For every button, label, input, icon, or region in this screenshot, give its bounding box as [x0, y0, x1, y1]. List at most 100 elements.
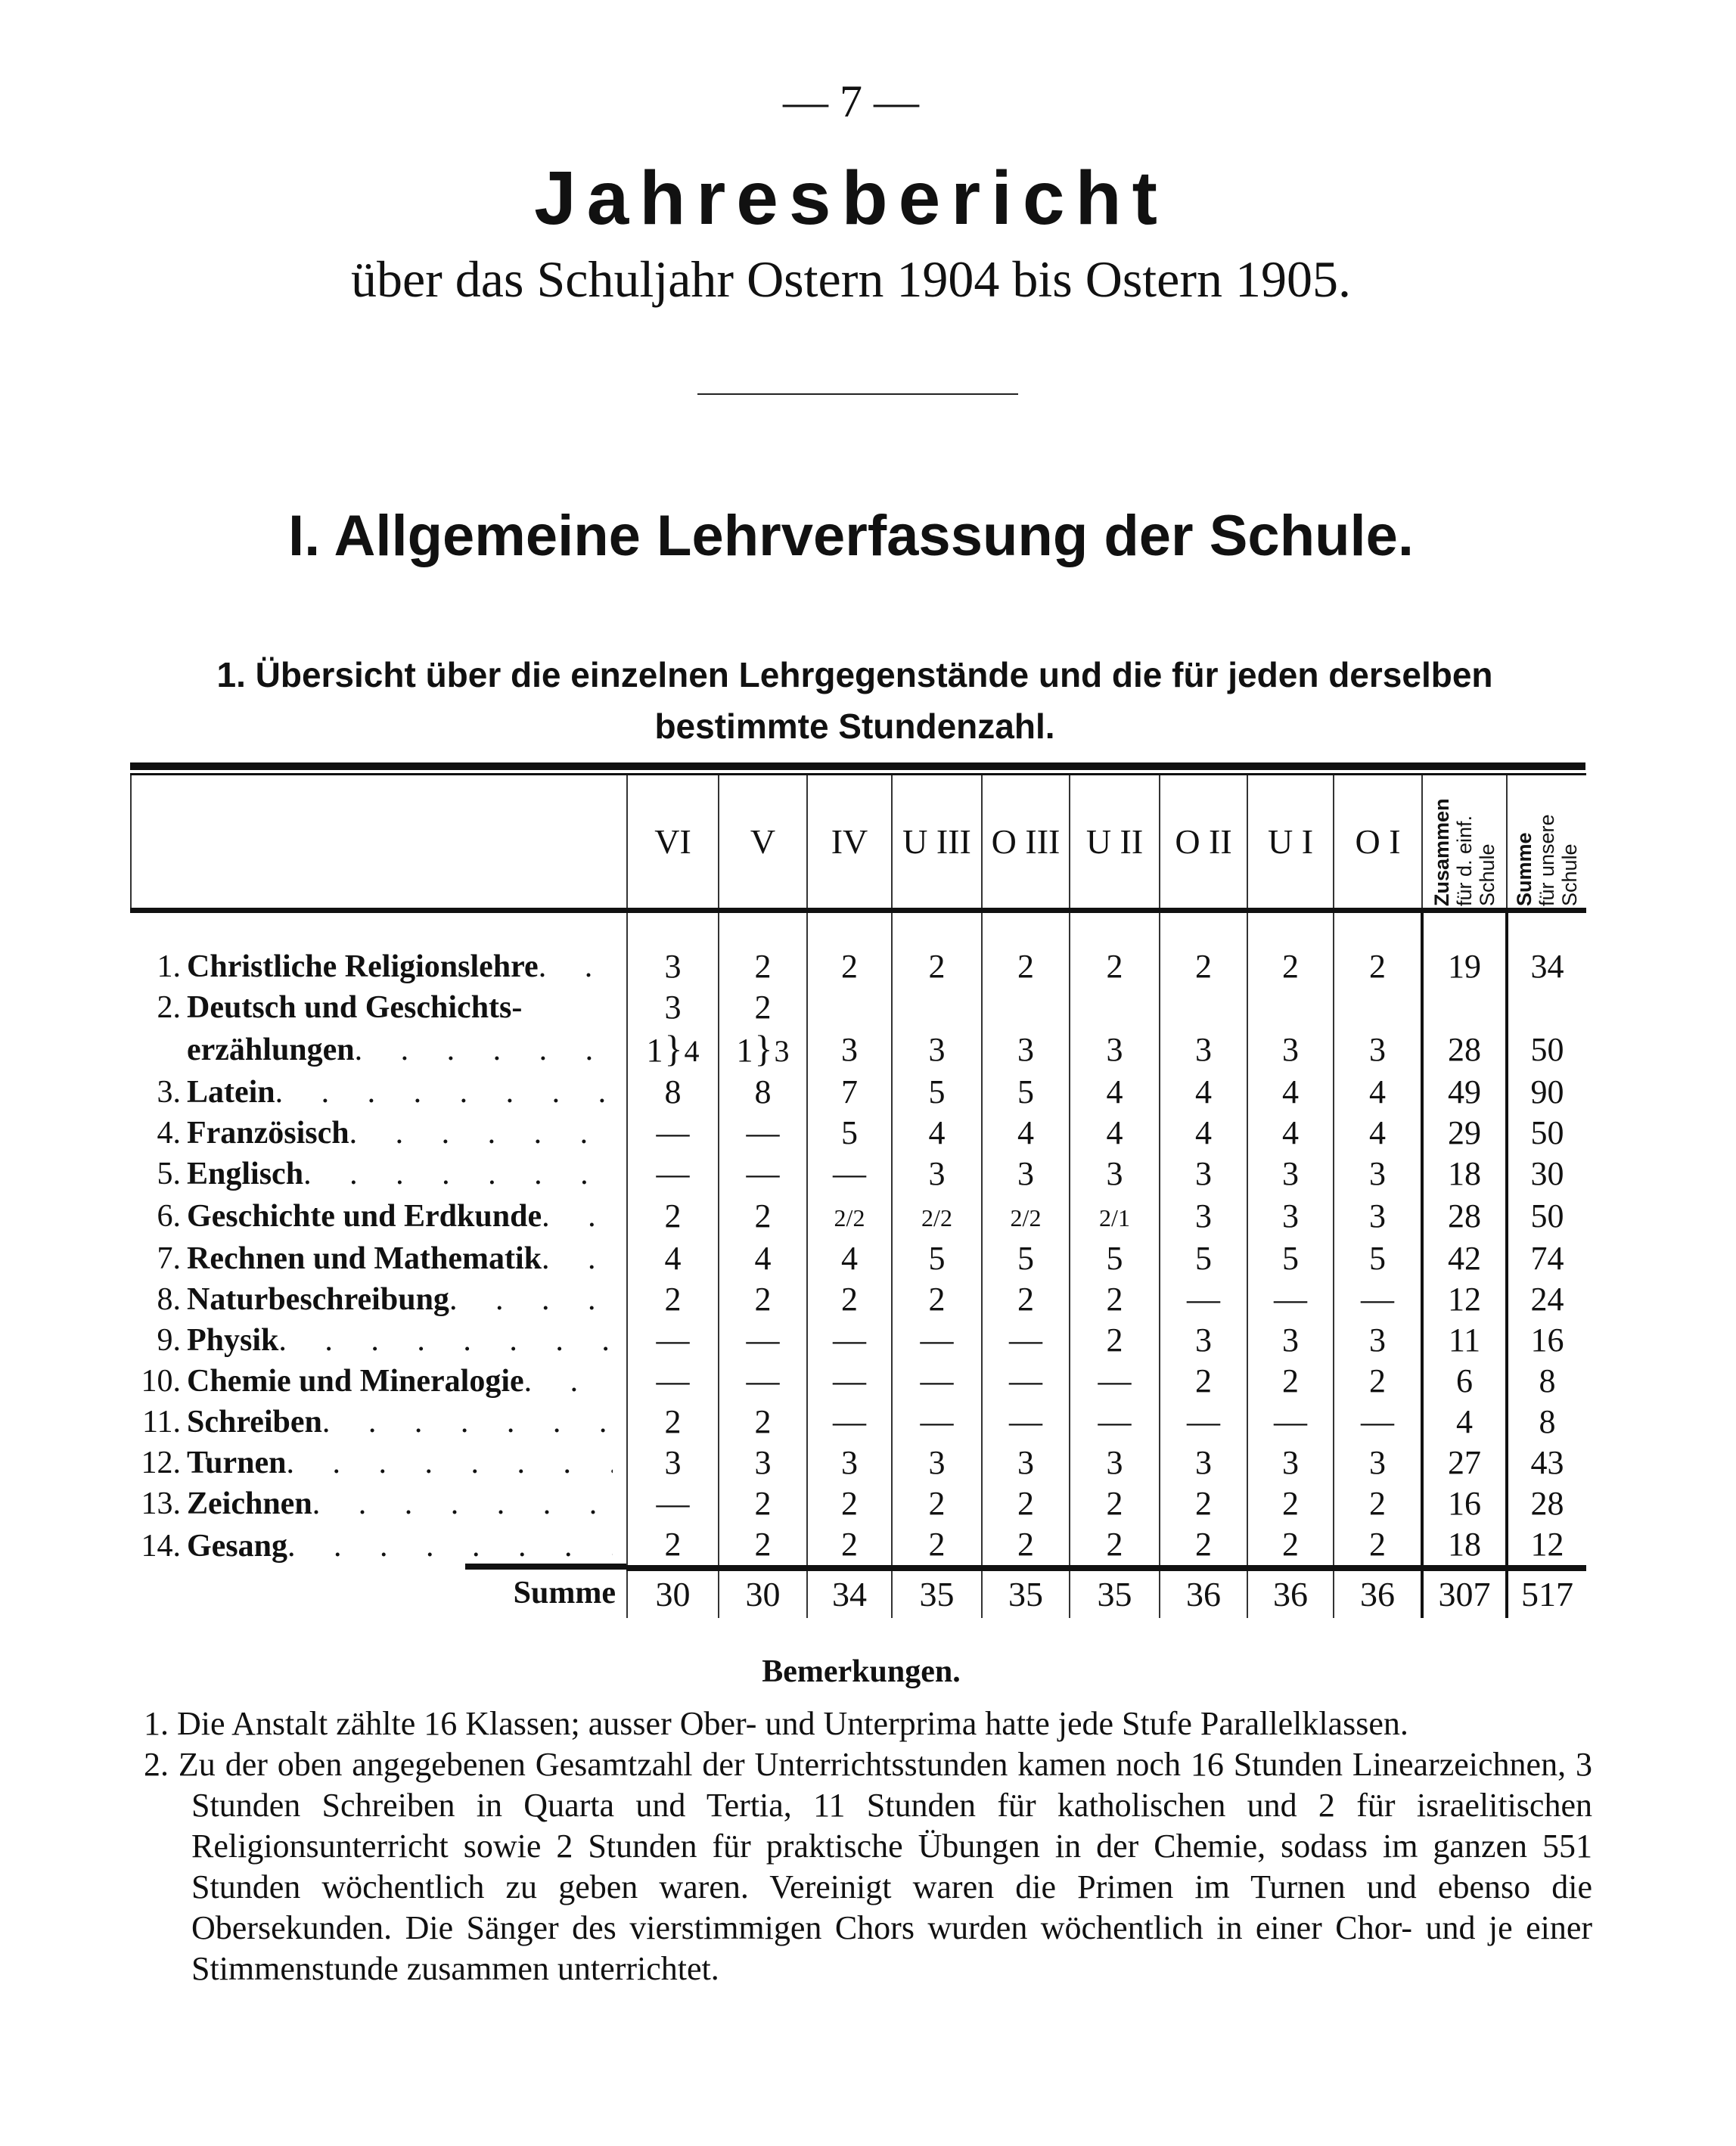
hours-cell: 2 [626, 1278, 719, 1320]
subject-name: Physik [187, 1322, 279, 1358]
column-header: U II [1069, 773, 1160, 913]
subject-label: 4.Französisch . . . . . . . . . . . . . … [131, 1113, 626, 1154]
document-subtitle: über das Schuljahr Ostern 1904 bis Oster… [350, 250, 1351, 308]
stacked-hours: 2/2 [1010, 1203, 1042, 1231]
subject-label: 6.Geschichte und Erdkunde . . . . . . . … [131, 1196, 626, 1237]
sum-cell: 16 [1505, 1319, 1586, 1361]
hours-cell: 3 [806, 1028, 892, 1072]
column-header: U I [1247, 773, 1334, 913]
summe-cell: 35 [981, 1564, 1070, 1618]
hours-cell: 5 [891, 1238, 982, 1279]
total-cell: 6 [1421, 1360, 1507, 1402]
total-column-header: Zusammen für d. einf. Schule [1421, 773, 1507, 913]
hours-cell: 2 [1069, 946, 1160, 987]
hours-cell: 2 [1333, 1360, 1422, 1402]
leader-dots: . . . . . . . . . . . . . . . . . . . . … [286, 1445, 613, 1480]
header-label-cell [130, 773, 627, 913]
hours-cell: 2 [891, 1483, 982, 1524]
hours-bottom: 1 [736, 1032, 753, 1069]
hours-cell: 2 [806, 1523, 892, 1568]
table-row: 13.Zeichnen . . . . . . . . . . . . . . … [131, 1483, 1586, 1524]
subject-number: 8. [157, 1281, 182, 1317]
hours-cell: 3 [626, 946, 719, 987]
subject-label-cell: 4.Französisch . . . . . . . . . . . . . … [131, 1113, 627, 1154]
leader-dots: . . . . . . . . . . . . . . . . . . . . … [538, 949, 613, 984]
hours-cell: 2 [626, 1523, 719, 1568]
remarks-section: Bemerkungen. 1. Die Anstalt zählte 16 Kl… [130, 1649, 1592, 1989]
hours-cell: — [981, 1360, 1070, 1402]
hours-cell: 3 [981, 1028, 1070, 1072]
hours-cell: 3 [981, 1154, 1070, 1194]
subject-label: 7.Rechnen und Mathematik . . . . . . . .… [131, 1238, 626, 1279]
hours-cell: 3 [1159, 1028, 1247, 1072]
total-cell: 19 [1421, 946, 1507, 987]
sum-cell: 50 [1505, 1113, 1586, 1154]
hours-cell: 2 [981, 946, 1070, 987]
hours-cell: 5 [1247, 1238, 1334, 1279]
subject-number: 4. [157, 1116, 182, 1151]
hours-cell: — [1069, 1401, 1160, 1443]
sum-cell: 74 [1505, 1238, 1586, 1279]
hours-cell: — [806, 1154, 892, 1194]
total-cell: 4 [1421, 1401, 1507, 1443]
total-cell: 28 [1421, 1194, 1507, 1238]
subject-number: 11. [142, 1404, 181, 1439]
sum-cell: 50 [1505, 1028, 1586, 1072]
hours-cell: 4 [1247, 1072, 1334, 1113]
hours-cell [891, 987, 982, 1028]
subject-label: 9.Physik . . . . . . . . . . . . . . . .… [131, 1320, 626, 1361]
subject-label-cell: 3.Latein . . . . . . . . . . . . . . . .… [131, 1072, 627, 1113]
hours-cell: 3 [1069, 1028, 1160, 1072]
table-row: 10.Chemie und Mineralogie . . . . . . . … [131, 1360, 1586, 1402]
hours-cell: — [626, 1113, 719, 1154]
sum-cell: 90 [1505, 1072, 1586, 1113]
hours-cell: — [891, 1360, 982, 1402]
sum-cell: 8 [1505, 1401, 1586, 1443]
hours-cell: — [718, 1113, 807, 1154]
hours-cell: 2 [891, 946, 982, 987]
hours-cell: 3 [1069, 1154, 1160, 1194]
leader-dots: . . . . . . . . . . . . . . . . . . . . … [349, 1116, 613, 1151]
table-row: 12.Turnen . . . . . . . . . . . . . . . … [131, 1442, 1586, 1483]
subject-number: 5. [157, 1157, 182, 1191]
total-cell: 18 [1421, 1154, 1507, 1194]
summe-cell: 36 [1333, 1564, 1422, 1618]
hours-cell: 5 [981, 1072, 1070, 1113]
spacer-cell [1247, 910, 1334, 946]
subject-number: 9. [157, 1322, 182, 1358]
hours-cell: 2 [981, 1483, 1070, 1524]
spacer-cell [1069, 910, 1160, 946]
hours-cell: 3 [1247, 1194, 1334, 1238]
hours-cell: 2 [891, 1523, 982, 1568]
column-header: O III [981, 773, 1070, 913]
summe-label: Summe [465, 1563, 626, 1616]
hours-cell: — [981, 1401, 1070, 1443]
remark-item: 1. Die Anstalt zählte 16 Klassen; ausser… [144, 1705, 1408, 1742]
bracket-icon: } [664, 1027, 683, 1070]
hours-cell: 1}3 [718, 1028, 807, 1072]
hours-cell: 2 [1247, 1523, 1334, 1568]
document-title: Jahresbericht [534, 156, 1168, 241]
sum-cell: 28 [1505, 1483, 1586, 1524]
subject-name: Geschichte und Erdkunde [187, 1198, 542, 1234]
hours-cell [981, 987, 1070, 1028]
hours-cell: 3 [1333, 1154, 1422, 1194]
summe-cell: 36 [1247, 1564, 1334, 1618]
leader-dots: . . . . . . . . . . . . . . . . . . . . … [278, 1322, 613, 1358]
leader-dots: . . . . . . . . . . . . . [354, 1033, 613, 1067]
hours-cell: 2 [1333, 946, 1422, 987]
hours-cell: — [981, 1319, 1070, 1361]
sum-cell: 24 [1505, 1278, 1586, 1320]
hours-cell: 4 [891, 1113, 982, 1154]
spacer-cell [891, 910, 982, 946]
hours-cell: 4 [1247, 1113, 1334, 1154]
hours-cell: — [718, 1319, 807, 1361]
hours-cell: 4 [1159, 1072, 1247, 1113]
hours-cell: 3 [1247, 1154, 1334, 1194]
hours-cell: 3 [1159, 1154, 1247, 1194]
hours-cell: 2 [718, 1278, 807, 1320]
sum-cell: 43 [1505, 1442, 1586, 1483]
subject-name: Gesang [187, 1528, 288, 1564]
hours-cell: — [1247, 1401, 1334, 1443]
leader-dots: . . . . . . . . . . . . . . . . . . . . … [303, 1157, 613, 1191]
